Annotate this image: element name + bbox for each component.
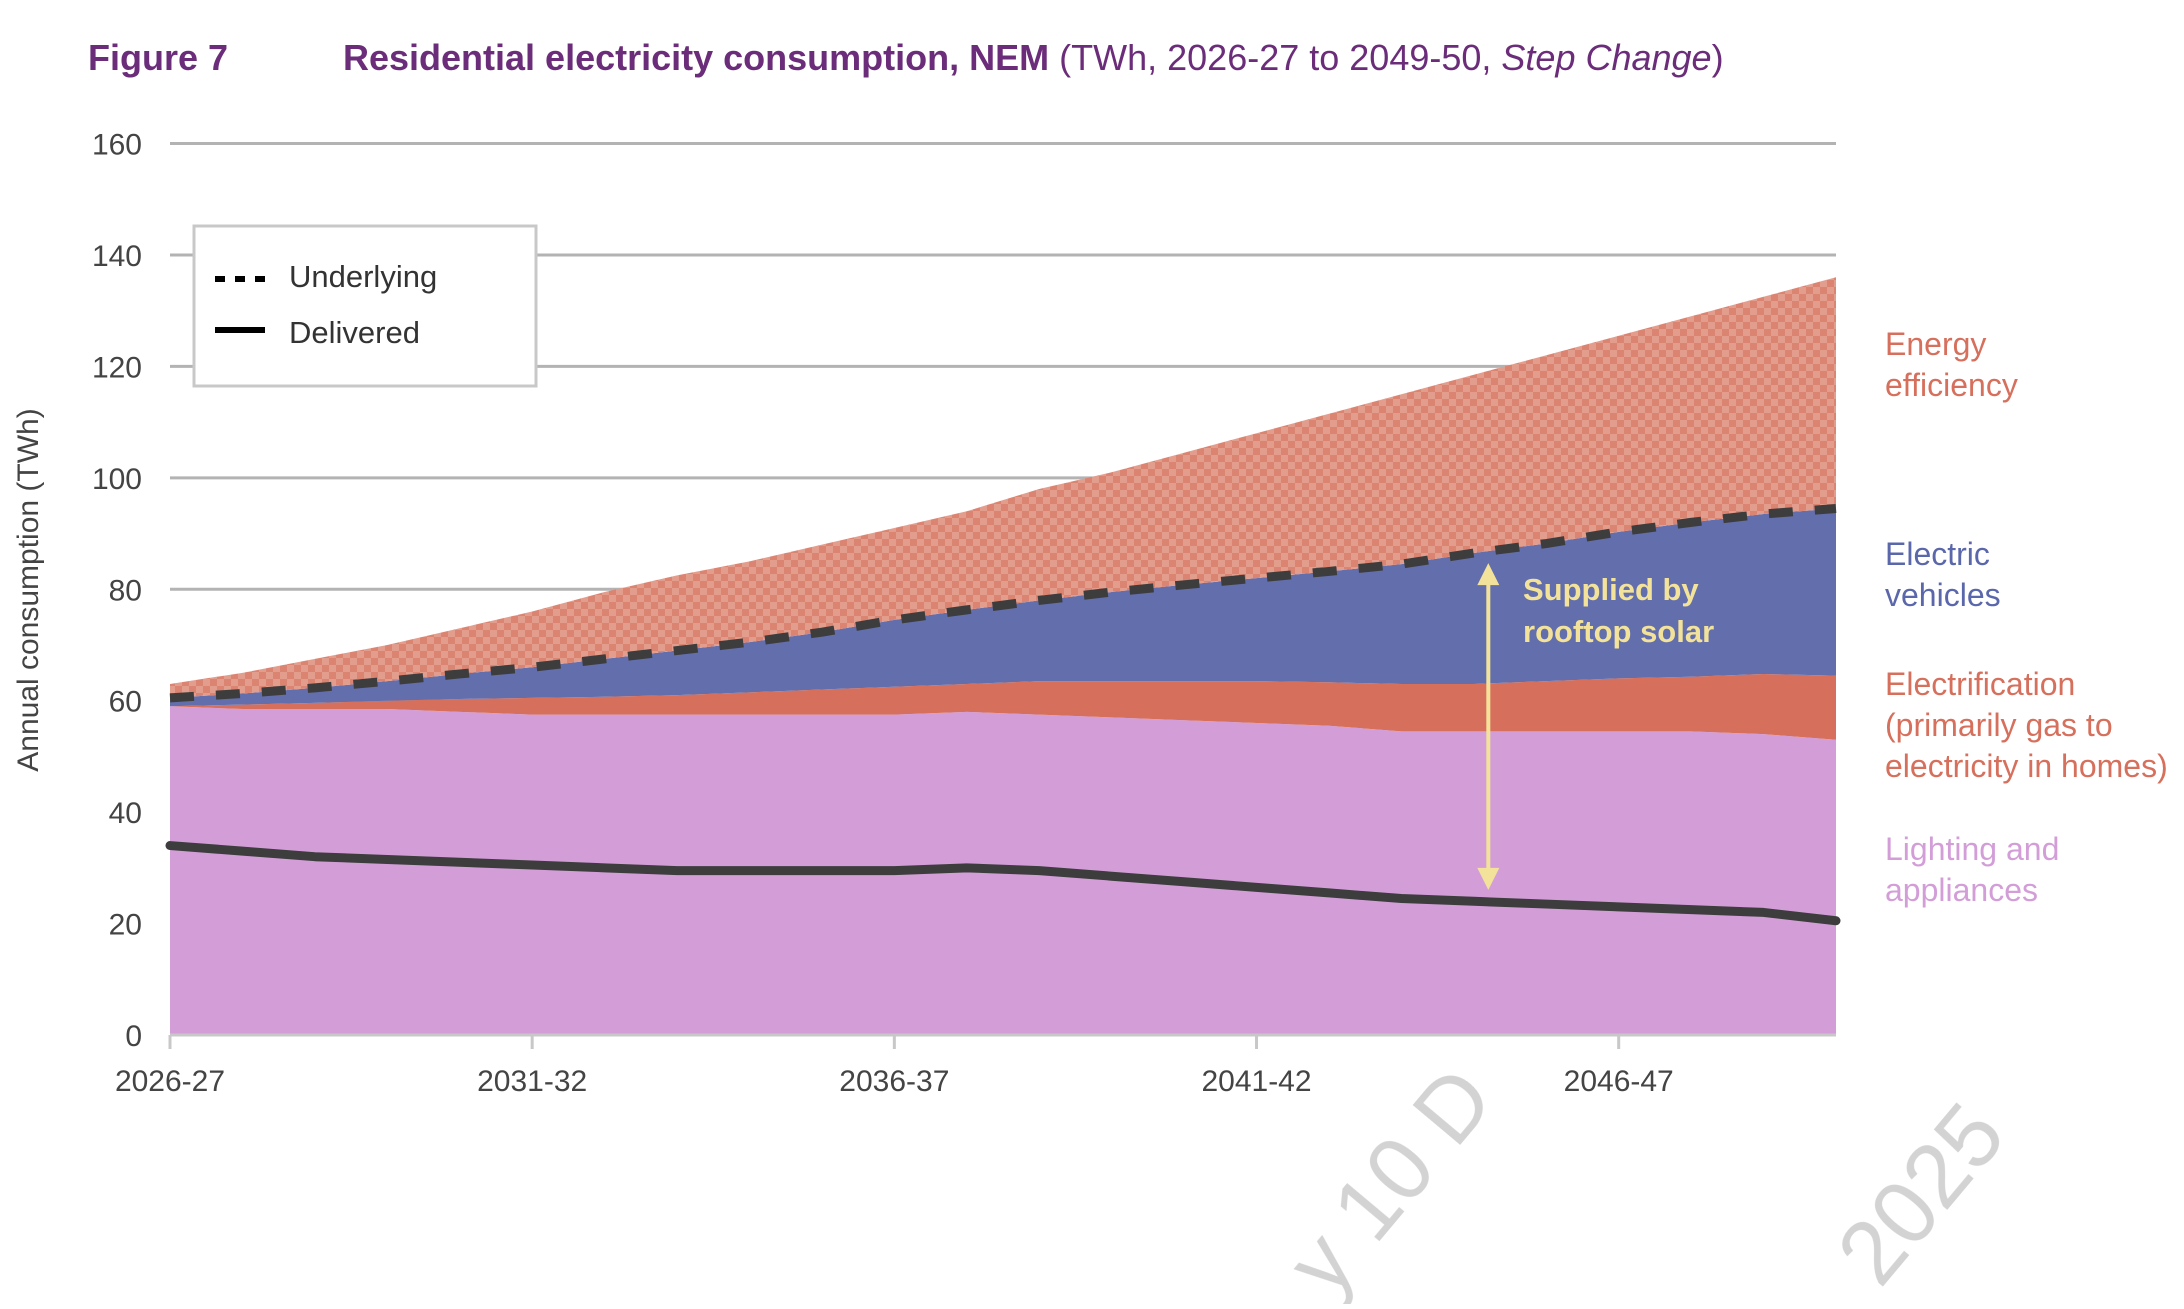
title-bold: Residential electricity consumption, NEM <box>343 37 1049 78</box>
series-label: appliances <box>1885 872 2038 908</box>
line-underlying <box>169 503 1837 703</box>
series-label: Lighting and <box>1885 831 2059 867</box>
line-delivered <box>165 841 1841 926</box>
title-close: ) <box>1712 37 1724 78</box>
axes: 0 20 40 60 80 100 120 140 160 2026-27 2031-32 2036-… <box>92 129 1836 1098</box>
y-tick-label: 60 <box>109 686 142 719</box>
y-tick-label: 160 <box>92 129 142 162</box>
series-label: Energy <box>1885 326 1986 362</box>
legend-label-delivered: Delivered <box>289 315 420 350</box>
chart-title: Residential electricity consumption, NEM… <box>343 37 1724 78</box>
y-tick-label: 20 <box>109 909 142 942</box>
y-tick-label: 80 <box>109 574 142 607</box>
annotation-text: Supplied by <box>1523 572 1699 607</box>
y-tick-label: 40 <box>109 797 142 830</box>
x-tick-label: 2031-32 <box>477 1065 587 1098</box>
series-label: efficiency <box>1885 367 2018 403</box>
y-axis-label: Annual consumption (TWh) <box>12 408 45 772</box>
x-tick-label: 2036-37 <box>839 1065 949 1098</box>
series-label: Electrification <box>1885 666 2075 702</box>
figure-label: Figure 7 <box>88 37 228 78</box>
x-tick-label: 2026-27 <box>115 1065 225 1098</box>
rooftop-solar-annotation: Supplied by rooftop solar <box>1477 563 1714 890</box>
title-italic: Step Change <box>1501 37 1711 78</box>
legend-label-underlying: Underlying <box>289 259 437 294</box>
annotation-text: rooftop solar <box>1523 614 1714 649</box>
series-label: vehicles <box>1885 577 2001 613</box>
title-plain: (TWh, 2026-27 to 2049-50, <box>1049 37 1501 78</box>
arrow-head-down-icon <box>1477 867 1500 890</box>
y-tick-label: 0 <box>125 1020 142 1053</box>
area-electrification <box>170 673 1836 740</box>
series-label: electricity in homes) <box>1885 748 2168 784</box>
stacked-areas <box>170 277 1836 1035</box>
y-tick-label: 120 <box>92 351 142 384</box>
legend-box <box>192 224 538 388</box>
series-lines <box>165 503 1841 926</box>
y-tick-label: 100 <box>92 463 142 496</box>
area-energy <box>170 277 1836 698</box>
y-tick-label: 140 <box>92 240 142 273</box>
series-label: (primarily gas to <box>1885 707 2113 743</box>
arrow-head-up-icon <box>1477 563 1500 586</box>
x-tick-label: 2041-42 <box>1201 1065 1311 1098</box>
x-tick-label: 2046-47 <box>1564 1065 1674 1098</box>
series-label: Electric <box>1885 536 1990 572</box>
legend: Underlying Delivered <box>192 224 538 388</box>
watermark-text-b: 2025 <box>1819 1085 2024 1303</box>
series-labels: Energy efficiency Electric vehicles Electrif… <box>1885 326 2168 908</box>
